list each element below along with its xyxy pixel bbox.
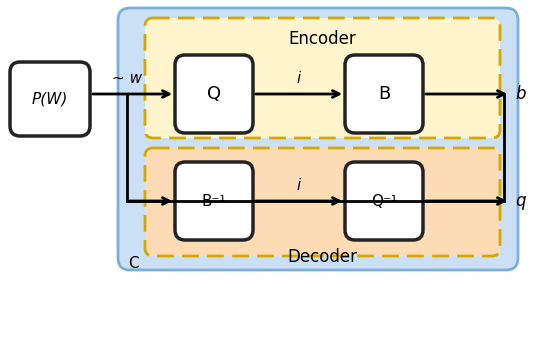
Text: B⁻¹: B⁻¹ xyxy=(202,193,226,208)
Text: b: b xyxy=(515,85,525,103)
Text: Decoder: Decoder xyxy=(287,248,357,266)
Text: Q: Q xyxy=(207,85,221,103)
Text: Q⁻¹: Q⁻¹ xyxy=(371,193,397,208)
FancyBboxPatch shape xyxy=(145,148,500,256)
FancyBboxPatch shape xyxy=(345,55,423,133)
Text: i: i xyxy=(297,71,301,86)
Text: P(W): P(W) xyxy=(32,92,68,106)
FancyBboxPatch shape xyxy=(145,18,500,138)
FancyBboxPatch shape xyxy=(175,55,253,133)
Text: i: i xyxy=(297,178,301,193)
FancyBboxPatch shape xyxy=(10,62,90,136)
Text: B: B xyxy=(378,85,390,103)
Text: q: q xyxy=(515,192,525,210)
FancyBboxPatch shape xyxy=(345,162,423,240)
Text: Encoder: Encoder xyxy=(288,30,356,48)
Text: ~ w: ~ w xyxy=(112,71,142,86)
Text: C: C xyxy=(128,256,138,271)
FancyBboxPatch shape xyxy=(118,8,518,270)
FancyBboxPatch shape xyxy=(175,162,253,240)
